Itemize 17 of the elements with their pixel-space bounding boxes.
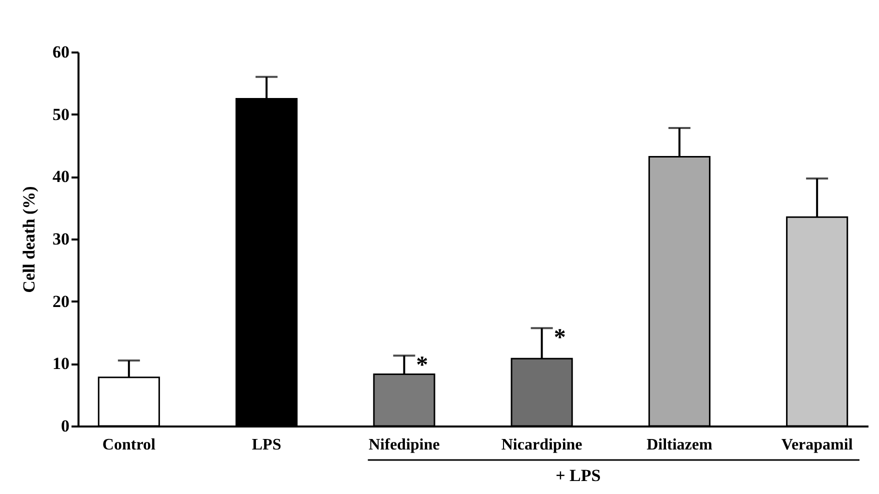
x-tick-label: Diltiazem bbox=[646, 436, 713, 454]
x-tick-label: Nicardipine bbox=[501, 436, 582, 454]
x-tick-label: Verapamil bbox=[781, 436, 854, 454]
x-tick-label: LPS bbox=[252, 436, 282, 454]
y-tick-label: 60 bbox=[52, 42, 70, 62]
text: + LPS bbox=[556, 466, 601, 485]
x-tick-label: Nifedipine bbox=[368, 436, 440, 454]
x-tick-label: Control bbox=[102, 436, 156, 454]
y-tick-label: 40 bbox=[52, 167, 70, 186]
y-axis-title: Cell death (%) bbox=[20, 186, 38, 293]
y-tick-label: 20 bbox=[52, 292, 70, 311]
annotation: * bbox=[554, 325, 566, 352]
y-tick-label: 0 bbox=[61, 416, 70, 436]
y-tick-label: 50 bbox=[52, 104, 70, 124]
y-tick-label: 30 bbox=[52, 230, 70, 248]
y-tick-label: 10 bbox=[52, 354, 70, 374]
annotation: * bbox=[416, 352, 428, 379]
